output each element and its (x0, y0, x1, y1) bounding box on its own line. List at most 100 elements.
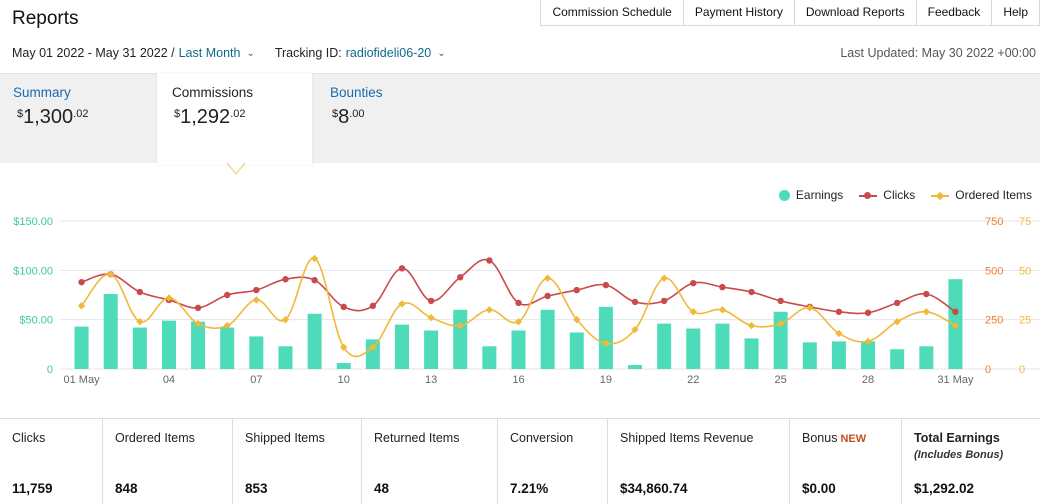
stat-ordered-items: Ordered Items 848 (103, 419, 233, 504)
earnings-bar (365, 339, 380, 369)
x-tick-label: 01 May (64, 374, 101, 386)
clicks-point (224, 291, 231, 299)
earnings-bar (686, 328, 701, 369)
y-tick-label-clicks: 750 (985, 216, 1003, 228)
chevron-down-icon[interactable]: ⌄ (437, 47, 446, 59)
clicks-point (544, 292, 551, 300)
stat-value: $1,292.02 (914, 481, 975, 496)
tab-summary[interactable]: Summary $ 1,300 .02 (0, 73, 156, 163)
stat-shipped-items: Shipped Items 853 (233, 419, 362, 504)
amount-value: 1,292 (180, 106, 231, 128)
amount-value: 8 (338, 106, 350, 128)
x-tick-label: 25 (775, 374, 787, 386)
ordered-items-point (281, 315, 290, 324)
clicks-point (690, 279, 697, 287)
active-tab-pointer-fill (228, 163, 244, 173)
tab-label: Bounties (330, 85, 383, 100)
amount-cents: .02 (73, 108, 89, 120)
ordered-items-point (194, 319, 202, 328)
legend-item-clicks[interactable]: Clicks (859, 188, 915, 202)
amount-value: 1,300 (23, 106, 74, 128)
last-updated-text: Last Updated: May 30 2022 +00:00 (840, 46, 1036, 60)
earnings-bar (103, 294, 118, 369)
ordered-items-swatch-icon (931, 190, 950, 201)
ordered-items-point (893, 317, 901, 326)
ordered-items-point (165, 294, 173, 302)
stat-bonus: Bonus NEW $0.00 (790, 419, 902, 504)
stat-returned-items: Returned Items 48 (362, 419, 498, 504)
stat-label: Returned Items (374, 431, 460, 445)
ordered-items-point (776, 319, 785, 328)
tab-bounties[interactable]: Bounties $ 8 .00 (317, 73, 477, 163)
x-tick-label: 07 (250, 374, 262, 386)
stat-value: $34,860.74 (620, 481, 688, 496)
ordered-items-point (835, 329, 843, 338)
earnings-bar (598, 306, 613, 369)
earnings-bar (132, 327, 147, 369)
download-reports-button[interactable]: Download Reports (793, 0, 917, 26)
earnings-bar (394, 324, 409, 369)
earnings-bar (802, 342, 817, 369)
x-tick-label: 28 (862, 374, 874, 386)
clicks-point (78, 278, 85, 286)
stat-label: Bonus NEW (802, 431, 891, 445)
clicks-point (602, 281, 610, 289)
earnings-bar (482, 346, 497, 369)
ordered-items-point (922, 308, 930, 316)
earnings-bar (278, 346, 293, 369)
tracking-id-label: Tracking ID: (274, 46, 342, 60)
clicks-point (835, 308, 843, 315)
stat-clicks: Clicks 11,759 (0, 419, 103, 504)
x-tick-label: 22 (687, 374, 699, 386)
feedback-button[interactable]: Feedback (915, 0, 993, 26)
ordered-items-point (223, 321, 231, 330)
x-tick-label: 13 (425, 374, 437, 386)
commission-schedule-button[interactable]: Commission Schedule (540, 0, 684, 26)
clicks-point (719, 283, 726, 291)
y-tick-label-earnings: $100.00 (13, 265, 53, 277)
payment-history-button[interactable]: Payment History (682, 0, 795, 26)
stat-label: Total Earnings (914, 431, 1000, 445)
y-tick-label-clicks: 500 (985, 265, 1003, 277)
clicks-point (194, 304, 202, 312)
legend-item-ordered-items[interactable]: Ordered Items (931, 188, 1032, 202)
chevron-down-icon[interactable]: ⌄ (246, 47, 255, 59)
clicks-point (631, 298, 639, 306)
earnings-bar (744, 338, 759, 369)
ordered-items-point (689, 308, 697, 316)
x-tick-label: 16 (512, 374, 524, 386)
stat-label: Ordered Items (115, 431, 195, 445)
clicks-point (660, 297, 668, 305)
clicks-point (486, 257, 493, 264)
stat-value: 7.21% (510, 481, 549, 496)
x-tick-label: 31 May (937, 374, 974, 386)
earnings-bar (307, 313, 322, 369)
earnings-bar (191, 321, 206, 369)
y-tick-label-ordered-items: 0 (1019, 364, 1025, 376)
ordered-items-point (514, 317, 523, 326)
stat-shipped-items-revenue: Shipped Items Revenue $34,860.74 (608, 419, 790, 504)
tab-commissions[interactable]: Commissions $ 1,292 .02 (157, 73, 312, 165)
stat-value: $0.00 (802, 481, 836, 496)
ordered-items-point (543, 274, 552, 282)
earnings-bar (569, 332, 584, 369)
tracking-id-dropdown[interactable]: radiofideli06-20 (345, 46, 432, 60)
clicks-point (311, 277, 318, 284)
date-preset-dropdown[interactable]: Last Month (178, 46, 241, 60)
legend-label: Clicks (883, 188, 916, 202)
earnings-bar (424, 330, 439, 369)
help-button[interactable]: Help (991, 0, 1040, 26)
ordered-items-point (718, 306, 727, 314)
y-tick-label-clicks: 0 (985, 364, 991, 376)
tab-amount: $ 8 .00 (332, 106, 464, 129)
ordered-items-point (660, 274, 668, 282)
y-tick-label-earnings: $50.00 (19, 315, 53, 327)
clicks-point (573, 286, 580, 294)
tab-amount: $ 1,292 .02 (174, 106, 299, 129)
clicks-point (864, 309, 872, 316)
top-nav: Commission Schedule Payment History Down… (540, 0, 1040, 26)
earnings-bar (453, 309, 468, 369)
earnings-bar (628, 365, 643, 369)
x-tick-label: 10 (338, 374, 350, 386)
legend-item-earnings[interactable]: Earnings (778, 188, 843, 202)
